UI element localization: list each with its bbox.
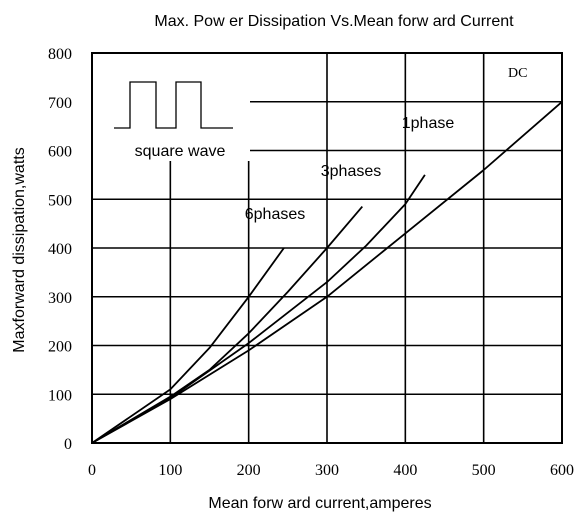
square-wave-label: square wave bbox=[135, 143, 226, 160]
y-tick-label: 0 bbox=[64, 436, 72, 453]
square-wave-inset: square wave bbox=[93, 54, 250, 161]
x-tick-labels: 0 100 200 300 400 500 600 bbox=[88, 462, 574, 479]
x-tick-label: 300 bbox=[315, 462, 339, 479]
x-axis-label: Mean forw ard current,amperes bbox=[208, 495, 431, 512]
series-line-1phase bbox=[91, 174, 426, 444]
y-tick-label: 600 bbox=[48, 144, 72, 161]
series-lines bbox=[91, 101, 563, 444]
x-tick-label: 600 bbox=[550, 462, 574, 479]
y-tick-labels: 0 100 200 300 400 500 600 700 800 bbox=[48, 46, 72, 453]
y-tick-label: 300 bbox=[48, 290, 72, 307]
one-phase-label: 1phase bbox=[402, 115, 455, 132]
y-tick-label: 200 bbox=[48, 339, 72, 356]
x-tick-label: 0 bbox=[88, 462, 96, 479]
x-tick-label: 200 bbox=[237, 462, 261, 479]
three-phases-label: 3phases bbox=[321, 163, 382, 180]
y-axis-label: Maxforward dissipation,watts bbox=[11, 147, 28, 352]
y-tick-label: 800 bbox=[48, 46, 72, 63]
square-wave-inset-background bbox=[93, 54, 250, 161]
square-wave-icon bbox=[114, 81, 233, 129]
dc-label: DC bbox=[508, 66, 527, 81]
y-tick-label: 400 bbox=[48, 241, 72, 258]
six-phases-label: 6phases bbox=[245, 206, 306, 223]
y-tick-label: 700 bbox=[48, 95, 72, 112]
y-tick-label: 100 bbox=[48, 387, 72, 404]
chart-title: Max. Pow er Dissipation Vs.Mean forw ard… bbox=[154, 13, 514, 30]
x-tick-label: 100 bbox=[158, 462, 182, 479]
plot-frame bbox=[91, 52, 563, 444]
x-tick-label: 400 bbox=[393, 462, 417, 479]
y-tick-label: 500 bbox=[48, 192, 72, 209]
series-line-3phases bbox=[91, 206, 363, 444]
grid-lines bbox=[91, 52, 563, 444]
x-tick-label: 500 bbox=[472, 462, 496, 479]
series-line-6phases bbox=[91, 247, 285, 444]
